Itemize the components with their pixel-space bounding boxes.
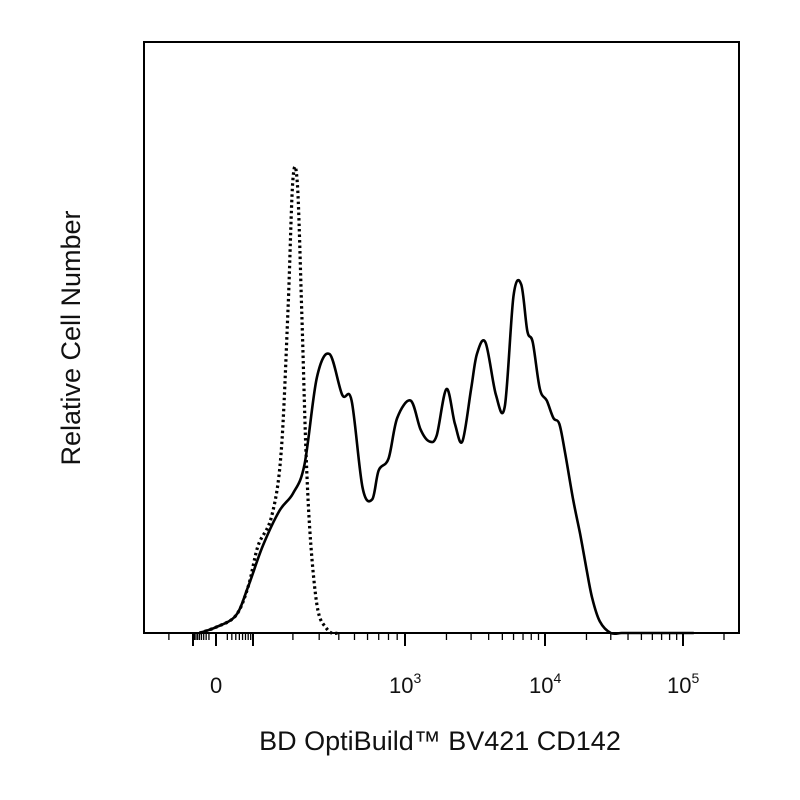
series-line-dotted [198,165,339,636]
y-axis-title: Relative Cell Number [56,210,86,465]
series-line-solid [199,278,694,636]
series-group [198,165,694,636]
x-tick-label-2: 104 [529,670,561,698]
x-tick-label-0: 0 [210,673,222,698]
x-axis-ticks [168,633,725,646]
x-tick-label-1: 103 [389,670,421,698]
x-axis-title: BD OptiBuild™ BV421 CD142 [259,726,621,756]
plot-frame [143,41,740,634]
x-tick-label-3: 105 [667,670,699,698]
x-axis-tick-labels: 0 103 104 105 [210,670,699,698]
